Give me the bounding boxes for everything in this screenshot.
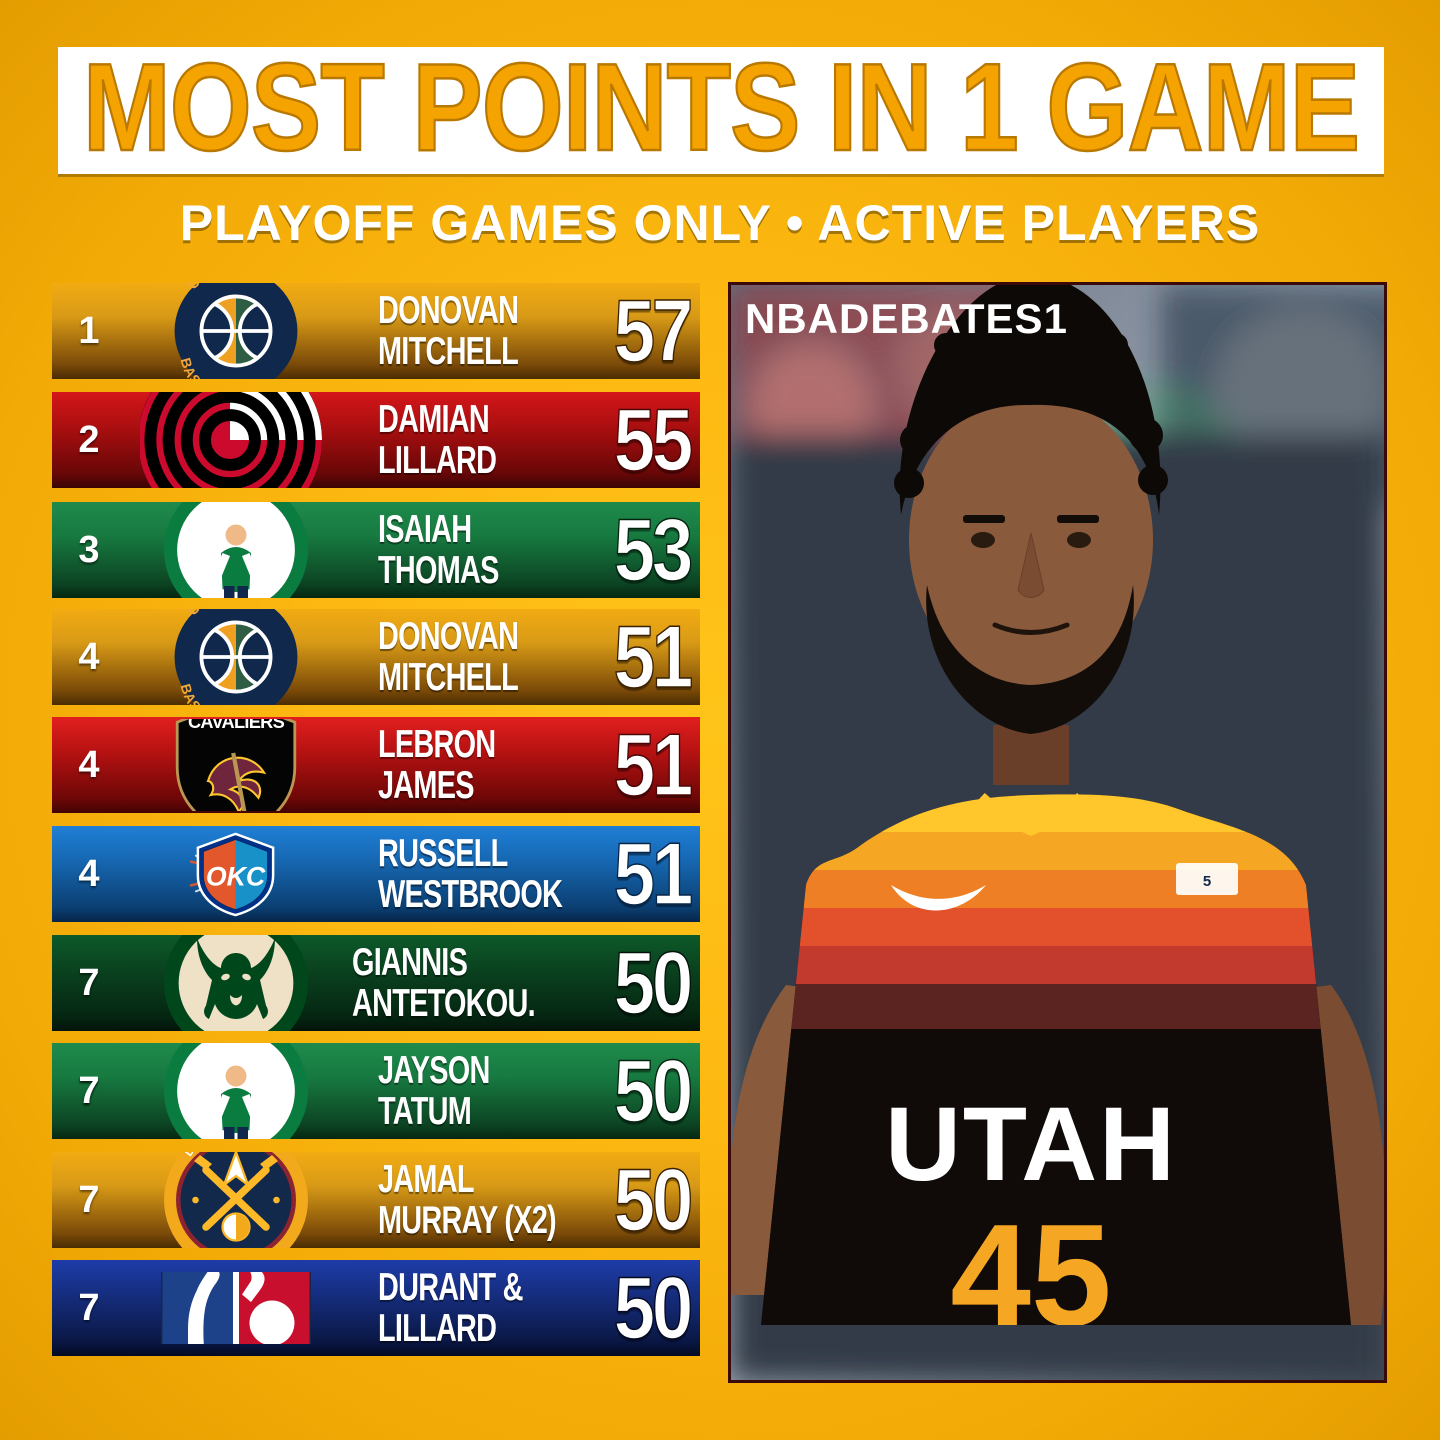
svg-text:CAVALIERS: CAVALIERS [188, 719, 285, 732]
svg-text:UTAH: UTAH [885, 1086, 1177, 1203]
svg-text:OKC: OKC [206, 861, 266, 891]
svg-text:5: 5 [1203, 873, 1211, 890]
